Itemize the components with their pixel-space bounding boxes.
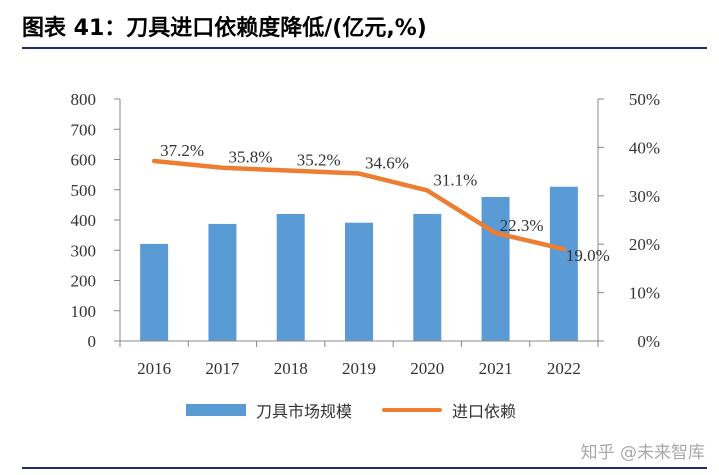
left-tick-label: 500 [71,181,97,200]
right-tick-label: 10% [629,284,660,303]
x-tick-label: 2018 [274,359,308,378]
legend-item-bar: 刀具市场规模 [186,398,352,422]
left-tick-label: 200 [71,272,97,291]
bar [345,222,373,341]
line-data-labels: 37.2% 35.8% 35.2% 34.6% 31.1% 22.3% 19.0% [160,141,610,265]
line-data-label: 19.0% [566,246,610,265]
bar [481,197,510,341]
right-tick-label: 20% [629,235,660,254]
x-tick-label: 2020 [410,359,444,378]
page-title: 图表 41：刀具进口依赖度降低/(亿元,%) [22,16,427,41]
legend-bar-swatch [186,404,246,416]
bar [208,223,237,341]
legend-line-label: 进口依赖 [452,402,517,421]
line-data-label: 34.6% [365,154,409,173]
left-tick-label: 300 [71,241,97,260]
left-tick-label: 700 [71,120,97,139]
title-rule [22,47,707,49]
legend-line-swatch [382,408,443,412]
legend-bar-label: 刀具市场规模 [256,402,353,421]
bar [549,186,578,341]
legend: 刀具市场规模 进口依赖 [186,398,546,422]
left-tick-label: 0 [88,332,97,351]
right-axis-ticks: 0% 10% 20% 30% 40% 50% [598,90,660,351]
left-axis-ticks: 0 100 200 300 400 500 600 700 800 [71,90,120,351]
bar [140,243,169,341]
bar-series [140,186,578,341]
line-data-label: 35.2% [297,151,341,170]
axes [119,99,599,342]
legend-item-line: 进口依赖 [382,398,516,422]
x-axis-ticks: 2016 2017 2018 2019 2020 2021 2022 [119,341,599,378]
line-data-label: 22.3% [500,216,544,235]
right-tick-label: 30% [629,187,660,206]
left-tick-label: 400 [71,211,97,230]
line-series [151,158,567,252]
x-tick-label: 2021 [479,359,513,378]
line-data-label: 37.2% [160,141,204,160]
right-tick-label: 0% [637,332,660,351]
x-tick-label: 2019 [342,359,376,378]
left-tick-label: 600 [71,151,97,170]
left-tick-label: 800 [71,90,97,109]
bottom-rule [22,467,707,469]
bar [413,213,442,341]
right-tick-label: 50% [629,90,660,109]
watermark: 知乎 @未来智库 [580,443,705,463]
bar [276,213,305,341]
line-data-label: 35.8% [228,148,272,167]
left-tick-label: 100 [71,302,97,321]
x-tick-label: 2022 [547,359,581,378]
right-tick-label: 40% [629,138,660,157]
line-path [151,158,567,252]
line-data-label: 31.1% [433,170,477,189]
x-tick-label: 2016 [137,359,171,378]
x-tick-label: 2017 [205,359,240,378]
